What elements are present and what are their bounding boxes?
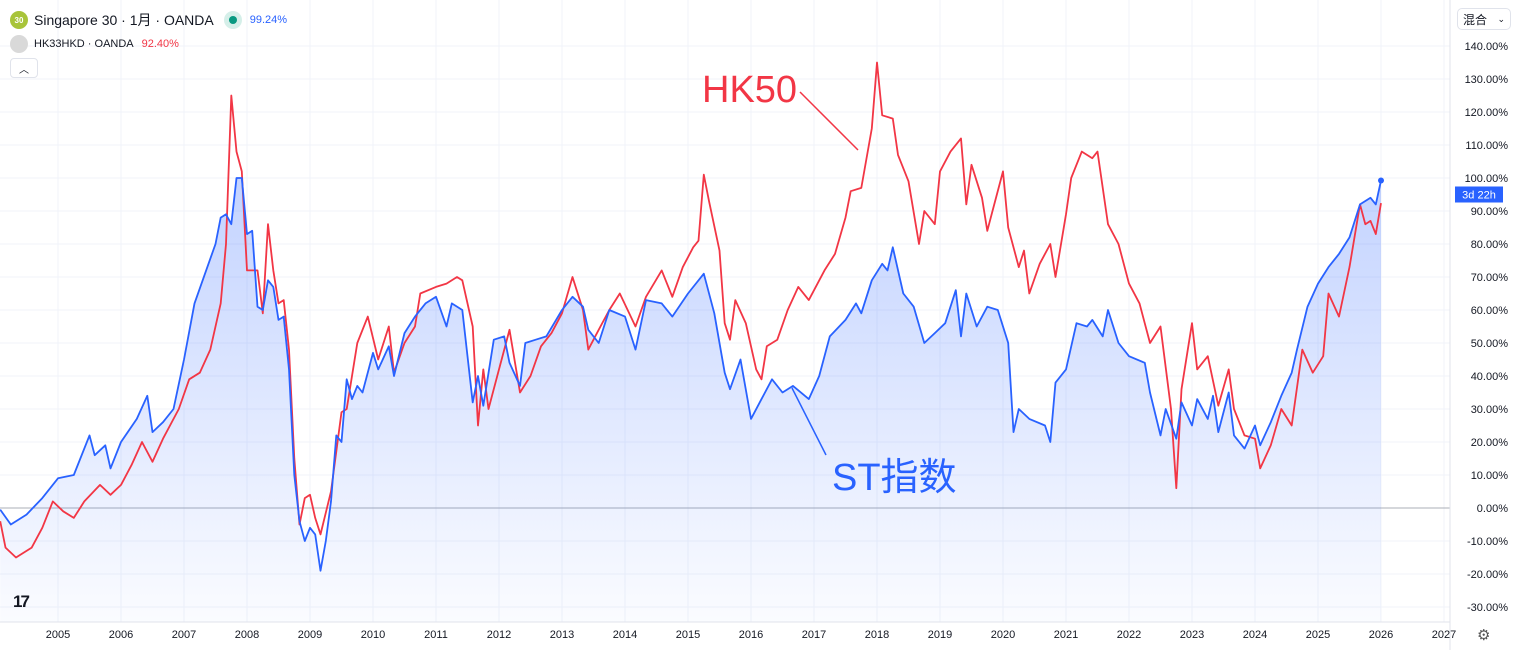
hk50-annotation[interactable]: HK50 (702, 69, 797, 111)
legend-main-series[interactable]: 30 Singapore 30 · 1月 · OANDA 99.24% (10, 10, 287, 30)
x-tick-label: 2012 (487, 629, 511, 641)
symbol-logo: 30 (10, 11, 28, 29)
y-tick-label: 30.00% (1471, 404, 1509, 416)
hk50-annotation-line (799, 91, 859, 151)
scale-mode-label: 混合 (1463, 12, 1488, 27)
y-tick-label: 110.00% (1465, 140, 1508, 152)
scale-mode-select[interactable]: 混合 ⌄ (1457, 8, 1511, 30)
x-tick-label: 2022 (1117, 629, 1141, 641)
market-status-icon[interactable] (223, 11, 242, 29)
chevron-up-icon: ︿ (19, 64, 29, 76)
x-tick-label: 2018 (865, 629, 889, 641)
compare-symbol-logo (10, 35, 28, 53)
countdown-label-bg (1455, 186, 1503, 203)
countdown-label: 3d 22h (1462, 190, 1496, 202)
y-tick-label: 90.00% (1471, 206, 1509, 218)
last-point-marker (1378, 177, 1384, 184)
x-tick-label: 2015 (676, 629, 700, 641)
x-tick-label: 2008 (235, 629, 259, 641)
x-tick-label: 2014 (613, 629, 637, 641)
x-tick-label: 2011 (424, 629, 448, 641)
x-tick-label: 2024 (1243, 629, 1267, 641)
compare-series-value: 92.40% (141, 38, 179, 50)
y-tick-label: 140.00% (1465, 41, 1509, 53)
x-tick-label: 2007 (172, 629, 196, 641)
main-series-value: 99.24% (249, 14, 288, 26)
st-annotation-line (791, 387, 827, 456)
x-tick-label: 2025 (1306, 629, 1330, 641)
compare-series-title[interactable]: HK33HKD · OANDA (34, 38, 134, 50)
series-area-0 (0, 178, 1382, 622)
y-tick-label: 50.00% (1471, 338, 1509, 350)
chevron-down-icon: ⌄ (1497, 13, 1505, 24)
y-tick-label: -10.00% (1467, 536, 1508, 548)
y-tick-label: -20.00% (1467, 569, 1508, 581)
x-tick-label: 2023 (1180, 629, 1204, 641)
x-tick-label: 2010 (361, 629, 385, 641)
y-tick-label: -30.00% (1467, 602, 1508, 614)
x-tick-label: 2006 (109, 629, 133, 641)
legend: 30 Singapore 30 · 1月 · OANDA 99.24% HK33… (10, 10, 287, 78)
x-tick-label: 2013 (550, 629, 574, 641)
x-tick-label: 2005 (46, 629, 70, 641)
y-tick-label: 0.00% (1477, 503, 1508, 515)
main-series-title[interactable]: Singapore 30 · 1月 · OANDA (34, 12, 214, 28)
x-tick-label: 2016 (739, 629, 763, 641)
x-tick-label: 2021 (1054, 629, 1078, 641)
legend-compare-series[interactable]: HK33HKD · OANDA 92.40% (10, 34, 287, 54)
y-tick-label: 130.00% (1465, 74, 1509, 86)
collapse-legend-button[interactable]: ︿ (10, 58, 38, 78)
x-tick-label: 2020 (991, 629, 1015, 641)
x-tick-label: 2019 (928, 629, 952, 641)
settings-gear-icon[interactable]: ⚙ (1477, 627, 1491, 644)
y-tick-label: 70.00% (1471, 272, 1509, 284)
y-tick-label: 10.00% (1471, 470, 1509, 482)
x-tick-label: 2017 (802, 629, 826, 641)
y-tick-label: 20.00% (1471, 437, 1509, 449)
x-tick-label: 2026 (1369, 629, 1393, 641)
series-line-1[interactable] (0, 61, 1382, 559)
y-tick-label: 100.00% (1465, 173, 1509, 185)
tradingview-logo[interactable]: 17 (13, 592, 30, 611)
y-tick-label: 60.00% (1471, 305, 1509, 317)
y-tick-label: 40.00% (1471, 371, 1509, 383)
series-line-0[interactable] (0, 177, 1382, 572)
x-tick-label: 2027 (1432, 629, 1456, 641)
y-tick-label: 80.00% (1471, 239, 1509, 251)
st-annotation[interactable]: ST指数 (832, 457, 957, 499)
y-tick-label: 120.00% (1465, 107, 1509, 119)
x-tick-label: 2009 (298, 629, 322, 641)
